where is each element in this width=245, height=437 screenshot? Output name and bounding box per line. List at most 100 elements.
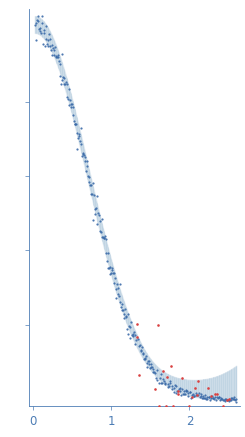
Point	[227, 397, 231, 404]
Point	[198, 392, 202, 399]
Point	[137, 371, 141, 378]
Point	[49, 46, 53, 53]
Point	[203, 395, 207, 402]
Point	[113, 274, 117, 281]
Point	[124, 313, 128, 320]
Point	[204, 395, 208, 402]
Point	[181, 391, 185, 398]
Point	[161, 368, 165, 375]
Point	[217, 393, 221, 400]
Point	[226, 396, 230, 403]
Point	[37, 26, 41, 33]
Point	[199, 391, 203, 398]
Point	[63, 80, 67, 87]
Point	[131, 330, 135, 337]
Point	[201, 392, 205, 399]
Point	[51, 45, 55, 52]
Point	[79, 125, 83, 132]
Point	[87, 178, 91, 185]
Point	[147, 357, 151, 364]
Point	[152, 368, 156, 375]
Point	[69, 100, 73, 107]
Point	[206, 384, 210, 391]
Point	[74, 121, 78, 128]
Point	[165, 374, 169, 381]
Point	[176, 390, 180, 397]
Point	[210, 392, 214, 399]
Point	[59, 73, 62, 80]
Point	[41, 40, 45, 47]
Point	[42, 26, 46, 33]
Point	[139, 347, 143, 354]
Point	[174, 389, 178, 396]
Point	[174, 383, 178, 390]
Point	[132, 329, 136, 336]
Point	[108, 270, 112, 277]
Point	[168, 378, 172, 385]
Point	[129, 334, 133, 341]
Point	[170, 382, 174, 389]
Point	[166, 383, 170, 390]
Point	[200, 395, 204, 402]
Point	[171, 403, 175, 410]
Point	[147, 361, 151, 368]
Point	[213, 393, 217, 400]
Point	[161, 375, 165, 382]
Point	[220, 395, 224, 402]
Point	[150, 363, 154, 370]
Point	[96, 220, 99, 227]
Point	[163, 379, 167, 386]
Point	[108, 264, 111, 271]
Point	[145, 363, 149, 370]
Point	[169, 362, 173, 369]
Point	[196, 378, 200, 385]
Point	[92, 191, 96, 198]
Point	[134, 336, 138, 343]
Point	[64, 81, 68, 88]
Point	[102, 234, 106, 241]
Point	[104, 235, 108, 242]
Point	[162, 378, 166, 385]
Point	[177, 385, 181, 392]
Point	[192, 392, 196, 399]
Point	[178, 385, 182, 392]
Point	[151, 368, 155, 375]
Point	[59, 80, 63, 87]
Point	[75, 146, 79, 153]
Point	[97, 212, 101, 218]
Point	[36, 12, 40, 19]
Point	[137, 343, 141, 350]
Point	[46, 42, 50, 49]
Point	[214, 396, 218, 403]
Point	[195, 392, 199, 399]
Point	[146, 357, 150, 364]
Point	[225, 397, 229, 404]
Point	[84, 167, 88, 174]
Point	[44, 36, 48, 43]
Point	[225, 396, 229, 403]
Point	[216, 394, 220, 401]
Point	[94, 211, 98, 218]
Point	[157, 403, 161, 410]
Point	[205, 394, 209, 401]
Point	[160, 380, 164, 387]
Point	[114, 286, 118, 293]
Point	[196, 392, 200, 399]
Point	[102, 235, 106, 242]
Point	[122, 311, 126, 318]
Point	[118, 281, 122, 288]
Point	[94, 205, 98, 212]
Point	[126, 311, 130, 318]
Point	[228, 396, 232, 403]
Point	[149, 361, 153, 368]
Point	[159, 371, 163, 378]
Point	[173, 382, 177, 388]
Point	[184, 387, 188, 394]
Point	[87, 173, 91, 180]
Point	[141, 350, 145, 357]
Point	[202, 394, 206, 401]
Point	[191, 391, 195, 398]
Point	[189, 395, 193, 402]
Point	[70, 101, 74, 108]
Point	[71, 104, 75, 111]
